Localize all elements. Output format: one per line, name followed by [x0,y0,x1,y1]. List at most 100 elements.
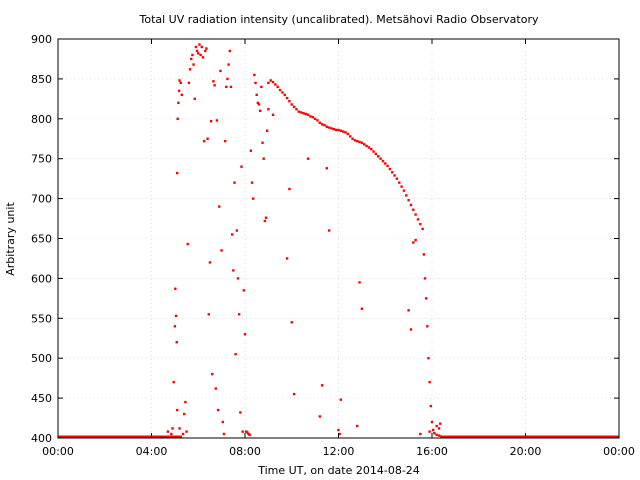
data-point [242,289,246,292]
data-point [360,141,364,144]
data-point [274,83,277,86]
y-tick-label: 500 [31,352,52,365]
data-point [412,208,415,211]
data-point [306,157,310,160]
data-point [285,257,289,260]
data-point [253,73,256,77]
data-point [419,222,422,226]
data-point [195,49,199,53]
data-point [429,404,433,408]
data-point [409,203,413,207]
data-point [437,434,441,437]
data-point [435,424,438,428]
data-point [292,105,296,109]
data-point [398,181,401,184]
data-point [222,432,226,436]
data-point [356,139,359,143]
data-point [219,69,222,73]
data-point [188,68,192,71]
data-point [422,253,426,256]
data-point [346,132,350,136]
data-point [204,49,207,53]
data-point [428,380,431,384]
data-point [306,113,310,117]
data-point [269,79,272,82]
data-point [200,45,203,49]
data-point [236,277,240,280]
data-point [246,431,249,434]
data-point [197,52,200,55]
data-point [218,205,221,208]
data-point [290,321,293,324]
data-point [193,97,196,101]
data-point [370,147,373,151]
data-point [278,88,282,92]
data-point [440,435,443,438]
data-point [332,127,336,131]
data-point [180,93,184,97]
data-point [202,139,206,143]
x-tick-label: 00:00 [603,445,635,458]
data-point [229,85,233,89]
x-tick-label: 00:00 [42,445,74,458]
data-point [174,287,177,290]
data-point [227,63,230,66]
data-point [205,47,208,50]
data-point [391,171,394,174]
data-point [176,117,179,120]
data-point [192,63,195,66]
data-point [292,392,296,396]
data-point [386,164,389,168]
data-point [207,313,210,316]
data-point [225,85,228,89]
data-point [261,141,264,144]
data-point [221,420,224,424]
data-point [414,238,417,242]
data-point [183,412,186,416]
data-point [260,85,263,89]
data-point [356,424,359,428]
data-point [267,81,270,85]
data-point [318,121,321,124]
data-point [325,167,329,170]
data-point [435,433,438,437]
data-point [351,137,354,140]
data-point [239,411,242,414]
data-point [348,135,352,138]
data-point [181,432,185,436]
data-point [276,85,279,89]
data-point [358,140,361,144]
data-point [211,372,214,376]
data-point [424,297,428,300]
data-point [178,427,181,430]
data-point [194,45,198,49]
y-tick-label: 850 [31,73,52,86]
x-tick-label: 12:00 [323,445,355,458]
data-point [402,189,406,192]
data-point [288,187,291,191]
data-point [388,167,392,171]
data-point [426,325,429,328]
data-point [237,313,241,316]
data-point [214,387,217,390]
data-point [327,229,331,232]
data-point [372,150,375,153]
data-point [174,314,178,318]
data-point [367,146,371,149]
data-point [416,218,420,221]
data-point [297,110,300,113]
data-point [427,357,430,360]
data-point [232,269,235,272]
data-point [198,43,201,46]
data-point [209,119,213,123]
data-point [320,123,324,126]
data-point [215,119,219,122]
data-point [344,131,347,134]
data-point [267,108,270,111]
data-point [320,384,324,387]
data-point [281,91,284,94]
data-point [311,116,314,119]
data-point [363,143,366,146]
data-point [299,111,303,114]
x-tick-label: 04:00 [136,445,168,458]
